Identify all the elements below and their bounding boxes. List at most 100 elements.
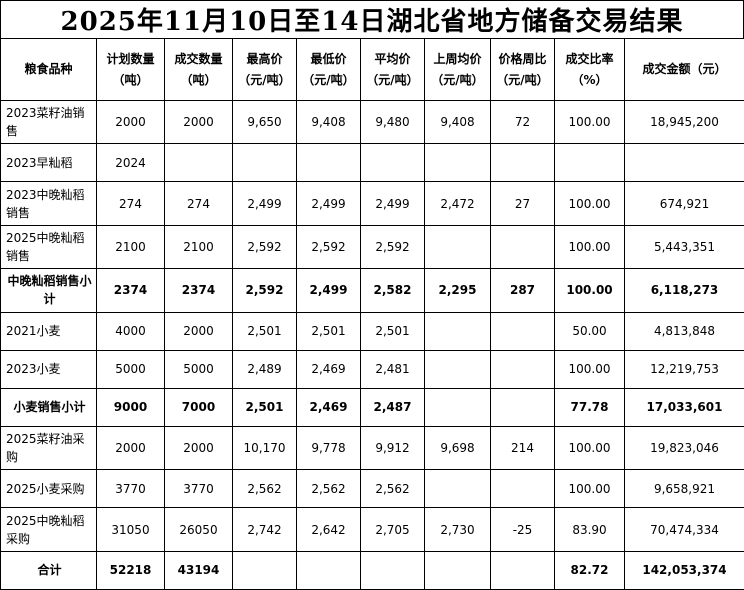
- value-cell: 2,642: [296, 507, 361, 552]
- column-header: 价格周比 （元/吨）: [490, 38, 555, 101]
- table-row: 2023小麦 5000 5000 2,489 2,469 2,481 100.00 12,21…: [0, 349, 744, 389]
- grain-name-cell: 2023小麦: [0, 349, 97, 389]
- value-cell: 5000: [96, 349, 165, 389]
- value-cell: 2000: [164, 311, 233, 351]
- value-cell: 9,480: [360, 99, 425, 145]
- grain-name-cell: 2023菜籽油销售: [0, 99, 97, 145]
- value-cell: 2000: [96, 425, 165, 471]
- value-cell: 100.00: [554, 349, 625, 389]
- grain-name-cell: 2025菜籽油采购: [0, 425, 97, 471]
- value-cell: 26050: [164, 507, 233, 552]
- column-header: 成交数量 （吨）: [164, 38, 233, 101]
- value-cell: -25: [490, 507, 555, 552]
- value-cell: 2,499: [296, 268, 361, 313]
- column-header: 最低价 （元/吨）: [296, 38, 361, 101]
- value-cell: 100.00: [554, 224, 625, 270]
- value-cell: 4000: [96, 311, 165, 351]
- value-cell: 77.78: [554, 387, 625, 427]
- value-cell: 2,592: [296, 224, 361, 270]
- value-cell: 2,730: [424, 507, 491, 552]
- column-header: 计划数量 （吨）: [96, 38, 165, 101]
- table-row: 合计 52218 43194 82.72 142,053,374: [0, 550, 744, 590]
- value-cell: [164, 143, 233, 183]
- value-cell: 2,499: [360, 181, 425, 226]
- value-cell: 9000: [96, 387, 165, 427]
- value-cell: [424, 469, 491, 509]
- value-cell: 2,469: [296, 387, 361, 427]
- value-cell: 2,489: [232, 349, 297, 389]
- value-cell: 50.00: [554, 311, 625, 351]
- value-cell: 9,408: [296, 99, 361, 145]
- value-cell: 2,562: [232, 469, 297, 509]
- page-title: 2025年11月10日至14日湖北省地方储备交易结果: [0, 0, 744, 38]
- value-cell: 2100: [96, 224, 165, 270]
- grain-name-cell: 2025小麦采购: [0, 469, 97, 509]
- value-cell: 274: [96, 181, 165, 226]
- table-row: 2025中晚籼稻销售 2100 2100 2,592 2,592 2,592 100.00 5…: [0, 224, 744, 270]
- table-row: 2023中晚籼稻销售 274 274 2,499 2,499 2,499 2,472 27 10…: [0, 181, 744, 226]
- value-cell: [296, 143, 361, 183]
- value-cell: 2,469: [296, 349, 361, 389]
- grain-name-cell: 中晚籼稻销售小计: [0, 268, 97, 313]
- column-header: 成交金额（元）: [624, 38, 744, 101]
- value-cell: [424, 387, 491, 427]
- value-cell: [490, 143, 555, 183]
- table-row: 2025菜籽油采购 2000 2000 10,170 9,778 9,912 9,698 21…: [0, 425, 744, 471]
- value-cell: 2,562: [360, 469, 425, 509]
- value-cell: 2,562: [296, 469, 361, 509]
- value-cell: [490, 224, 555, 270]
- value-cell: 2,499: [232, 181, 297, 226]
- value-cell: 9,658,921: [624, 469, 744, 509]
- value-cell: 70,474,334: [624, 507, 744, 552]
- value-cell: 9,778: [296, 425, 361, 471]
- value-cell: 2,582: [360, 268, 425, 313]
- value-cell: [232, 143, 297, 183]
- value-cell: [554, 143, 625, 183]
- column-header: 最高价 （元/吨）: [232, 38, 297, 101]
- value-cell: 72: [490, 99, 555, 145]
- value-cell: 274: [164, 181, 233, 226]
- trade-results-table: 粮食品种 计划数量 （吨） 成交数量 （吨） 最高价 （元/吨） 最低价 （元/吨） 平均…: [0, 38, 744, 590]
- value-cell: [490, 387, 555, 427]
- value-cell: 12,219,753: [624, 349, 744, 389]
- value-cell: [490, 550, 555, 590]
- table-row: 2025小麦采购 3770 3770 2,562 2,562 2,562 100.00 9,6…: [0, 469, 744, 509]
- value-cell: 2,499: [296, 181, 361, 226]
- value-cell: 2,501: [232, 387, 297, 427]
- value-cell: 5,443,351: [624, 224, 744, 270]
- value-cell: 2024: [96, 143, 165, 183]
- value-cell: 2,501: [232, 311, 297, 351]
- grain-name-cell: 2025中晚籼稻销售: [0, 224, 97, 270]
- value-cell: 83.90: [554, 507, 625, 552]
- value-cell: 9,650: [232, 99, 297, 145]
- value-cell: [624, 143, 744, 183]
- value-cell: 2000: [164, 425, 233, 471]
- value-cell: [490, 469, 555, 509]
- value-cell: 2000: [164, 99, 233, 145]
- value-cell: 2,742: [232, 507, 297, 552]
- value-cell: 100.00: [554, 268, 625, 313]
- value-cell: 2,472: [424, 181, 491, 226]
- value-cell: 100.00: [554, 181, 625, 226]
- value-cell: 6,118,273: [624, 268, 744, 313]
- value-cell: 5000: [164, 349, 233, 389]
- value-cell: [490, 311, 555, 351]
- value-cell: 100.00: [554, 99, 625, 145]
- value-cell: 100.00: [554, 469, 625, 509]
- value-cell: 2,592: [232, 268, 297, 313]
- value-cell: 674,921: [624, 181, 744, 226]
- value-cell: 9,698: [424, 425, 491, 471]
- value-cell: 3770: [96, 469, 165, 509]
- value-cell: 3770: [164, 469, 233, 509]
- value-cell: 2,501: [296, 311, 361, 351]
- value-cell: 2000: [96, 99, 165, 145]
- value-cell: [296, 550, 361, 590]
- grain-name-cell: 2023中晚籼稻销售: [0, 181, 97, 226]
- column-header: 上周均价 （元/吨）: [424, 38, 491, 101]
- value-cell: 142,053,374: [624, 550, 744, 590]
- value-cell: [424, 349, 491, 389]
- value-cell: 27: [490, 181, 555, 226]
- value-cell: 2,705: [360, 507, 425, 552]
- column-header: 粮食品种: [0, 38, 97, 101]
